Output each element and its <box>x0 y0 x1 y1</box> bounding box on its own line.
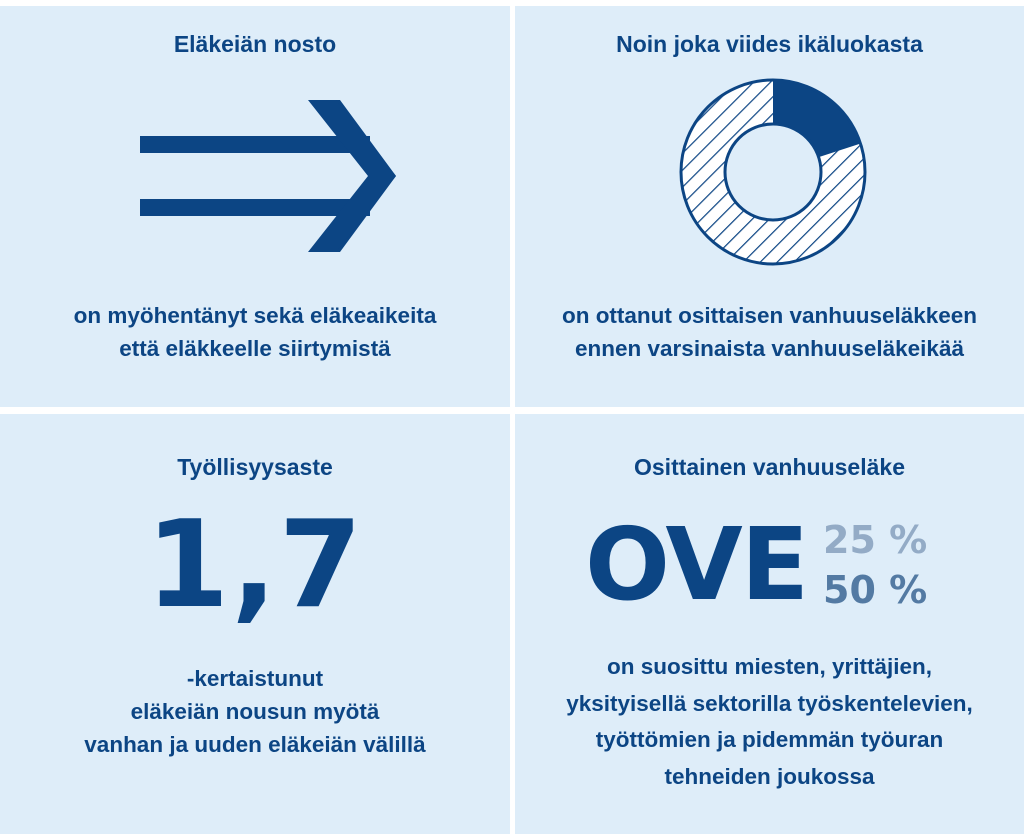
caption-line: tehneiden joukossa <box>664 763 875 789</box>
panel-employment-rate: Työllisyysaste 1,7 -kertaistunut eläkeiä… <box>0 414 510 834</box>
panel-partial-old-age-pension: Osittainen vanhuuseläke OVE 25 % 50 % on… <box>515 414 1024 834</box>
panel-title: Eläkeiän nosto <box>173 31 337 57</box>
panel-title: Noin joka viides ikäluokasta <box>616 31 923 57</box>
panel-caption: on myöhentänyt sekä eläkeaikeita että el… <box>0 299 510 365</box>
donut-slice <box>773 72 868 172</box>
panel-partial-pension-share: Noin joka viides ikäluokasta on ottanut <box>515 6 1024 407</box>
option-50-percent: 50 % <box>823 568 928 612</box>
caption-line: vanhan ja uuden eläkeiän välillä <box>84 732 426 757</box>
caption-line: yksityisellä sektorilla työskentelevien, <box>566 690 973 716</box>
panel-title: Osittainen vanhuuseläke <box>634 454 905 480</box>
employment-multiplier: 1,7 <box>145 496 365 635</box>
caption-line: eläkeiän nousun myötä <box>130 699 380 724</box>
donut-icon <box>679 72 868 266</box>
panel-caption: -kertaistunut eläkeiän nousun myötä vanh… <box>0 662 510 761</box>
double-arrow-right-icon <box>140 100 396 252</box>
option-25-percent: 25 % <box>823 518 928 562</box>
panel-retirement-age: Eläkeiän nosto on myöhentänyt sekä eläke… <box>0 6 510 407</box>
caption-line: -kertaistunut <box>186 666 324 691</box>
caption-line: on suosittu miesten, yrittäjien, <box>606 654 933 679</box>
panel-caption: on ottanut osittaisen vanhuuseläkkeen en… <box>515 299 1024 365</box>
caption-line: on myöhentänyt sekä eläkeaikeita <box>73 303 437 328</box>
caption-line: että eläkkeelle siirtymistä <box>119 336 391 361</box>
panel-caption: on suosittu miesten, yrittäjien, yksityi… <box>515 649 1024 795</box>
ove-acronym: OVE <box>585 506 809 623</box>
caption-line: on ottanut osittaisen vanhuuseläkkeen <box>561 303 978 328</box>
panel-title: Työllisyysaste <box>177 454 333 480</box>
caption-line: ennen varsinaista vanhuuseläkeikää <box>575 336 964 361</box>
caption-line: työttömien ja pidemmän työuran <box>595 727 944 752</box>
